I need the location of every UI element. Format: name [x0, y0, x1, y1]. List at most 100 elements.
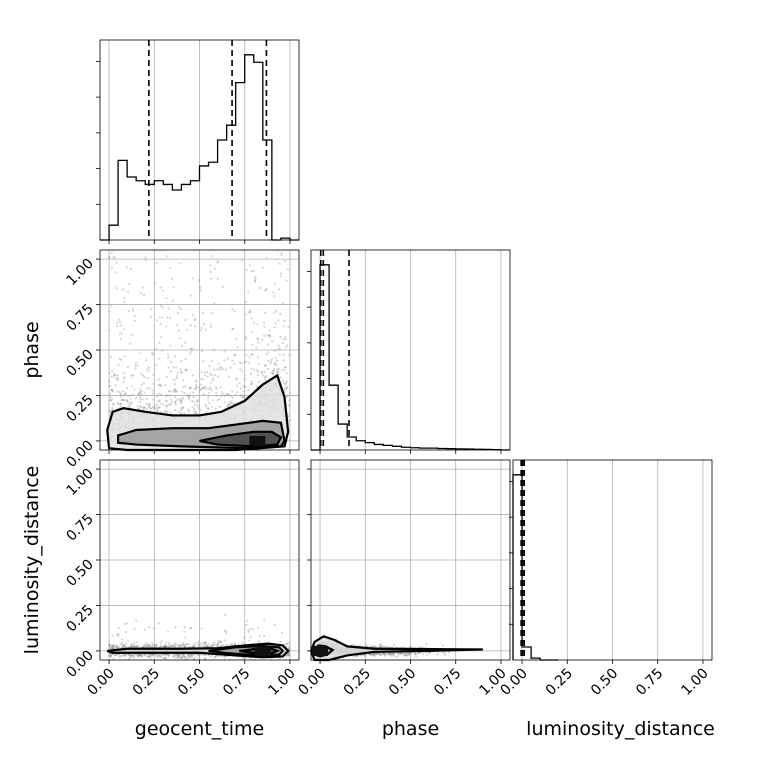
scatter-point [250, 270, 253, 273]
scatter-point [270, 372, 273, 375]
scatter-point [115, 377, 118, 380]
scatter-point [183, 630, 186, 633]
scatter-point [276, 370, 279, 374]
scatter-point [177, 655, 180, 658]
scatter-point [388, 652, 391, 655]
scatter-point [244, 385, 247, 389]
scatter-point [129, 656, 132, 659]
scatter-point [152, 398, 155, 401]
scatter-point [179, 308, 182, 311]
scatter-point [219, 368, 222, 371]
scatter-point [122, 380, 125, 383]
scatter-point [133, 627, 136, 631]
scatter-point [239, 367, 242, 370]
y-tick-label: 1.00 [63, 256, 96, 289]
scatter-point [199, 388, 202, 392]
scatter-point [244, 337, 248, 340]
scatter-point [212, 348, 215, 351]
scatter-point [122, 644, 125, 647]
hist-panel-phase [307, 249, 511, 451]
scatter-point [177, 410, 181, 414]
scatter-point [176, 371, 179, 374]
scatter-point [213, 374, 216, 377]
scatter-point [390, 654, 394, 657]
scatter-point [169, 316, 172, 319]
scatter-point [191, 314, 195, 317]
scatter-point [194, 379, 197, 382]
scatter-point [181, 385, 185, 389]
scatter-point [184, 318, 187, 322]
scatter-point [278, 657, 282, 660]
scatter-point [148, 645, 151, 648]
scatter-point [159, 656, 163, 659]
scatter-point [191, 347, 194, 350]
scatter-point [119, 403, 122, 406]
scatter-point [214, 407, 217, 410]
x-tick-label: 0.75 [220, 666, 253, 699]
scatter-point [223, 629, 226, 632]
scatter-point [373, 652, 376, 655]
scatter-point [159, 384, 162, 387]
scatter-point [113, 654, 117, 657]
scatter-point [109, 654, 112, 657]
scatter-point [167, 654, 170, 657]
density-peak [312, 645, 329, 656]
scatter-point [370, 645, 373, 648]
scatter-point [165, 375, 169, 379]
scatter-point [165, 255, 169, 258]
scatter-point [252, 321, 256, 324]
scatter-point [197, 644, 200, 648]
scatter-point [113, 654, 116, 657]
scatter-point [184, 645, 187, 649]
scatter-point [155, 262, 158, 265]
scatter-point [207, 643, 210, 646]
scatter-point [206, 398, 210, 402]
scatter-point [176, 390, 179, 393]
scatter-point [116, 402, 119, 405]
scatter-point [196, 399, 199, 402]
scatter-point [182, 643, 185, 646]
scatter-point [256, 356, 260, 359]
scatter-point [183, 644, 187, 648]
scatter-point [179, 399, 182, 402]
scatter-point [286, 344, 289, 347]
scatter-point [193, 642, 197, 645]
scatter-point [158, 406, 161, 409]
scatter-point [187, 408, 190, 411]
scatter-point [251, 343, 254, 346]
scatter-point [263, 325, 266, 328]
scatter-point [380, 653, 383, 657]
scatter-point [188, 392, 192, 396]
scatter-point [112, 645, 115, 648]
scatter-point [203, 323, 206, 326]
scatter-point [145, 642, 148, 645]
scatter-point [264, 378, 267, 381]
scatter-point [219, 640, 222, 643]
scatter-point [436, 653, 439, 656]
scatter-point [194, 387, 198, 390]
scatter-point [173, 355, 177, 358]
scatter-point [202, 393, 205, 396]
scatter-point [211, 312, 214, 315]
scatter-point [110, 375, 113, 378]
scatter-point [233, 642, 237, 646]
scatter-point [271, 370, 275, 373]
scatter-point [163, 644, 166, 647]
scatter-point [139, 654, 142, 657]
scatter-point [189, 324, 192, 327]
scatter-point [228, 375, 231, 378]
scatter-point [180, 407, 183, 410]
scatter-point [116, 645, 119, 648]
scatter-point [167, 366, 170, 369]
scatter-point [285, 386, 289, 389]
scatter-point [267, 359, 270, 362]
scatter-point [428, 651, 431, 655]
joint-panel-geocent_time-phase [99, 249, 300, 452]
scatter-point [191, 653, 194, 657]
scatter-point [108, 654, 111, 657]
scatter-point [223, 401, 227, 404]
scatter-point [132, 374, 135, 377]
scatter-point [173, 656, 177, 659]
scatter-point [249, 309, 252, 312]
scatter-point [240, 259, 243, 262]
